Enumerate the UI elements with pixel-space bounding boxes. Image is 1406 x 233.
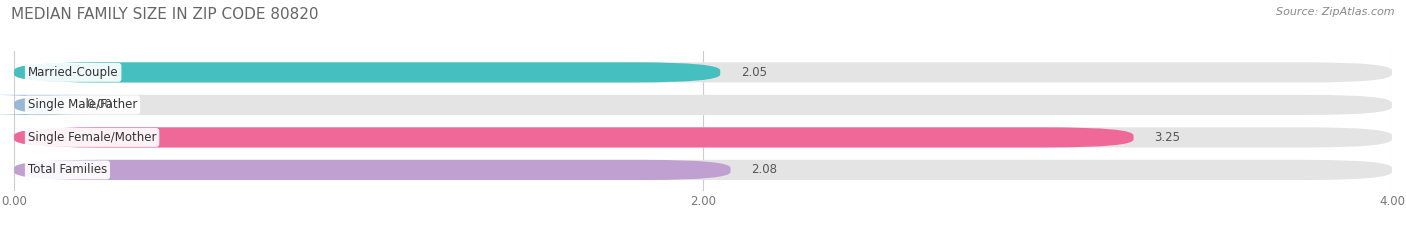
Text: 0.00: 0.00	[86, 98, 112, 111]
Text: Single Female/Mother: Single Female/Mother	[28, 131, 156, 144]
FancyBboxPatch shape	[14, 160, 731, 180]
FancyBboxPatch shape	[14, 62, 720, 82]
Text: Married-Couple: Married-Couple	[28, 66, 118, 79]
Text: 3.25: 3.25	[1154, 131, 1180, 144]
FancyBboxPatch shape	[14, 127, 1392, 147]
Text: Single Male/Father: Single Male/Father	[28, 98, 138, 111]
FancyBboxPatch shape	[14, 127, 1133, 147]
Text: Source: ZipAtlas.com: Source: ZipAtlas.com	[1277, 7, 1395, 17]
Text: Total Families: Total Families	[28, 163, 107, 176]
FancyBboxPatch shape	[0, 95, 100, 115]
Text: MEDIAN FAMILY SIZE IN ZIP CODE 80820: MEDIAN FAMILY SIZE IN ZIP CODE 80820	[11, 7, 319, 22]
FancyBboxPatch shape	[14, 62, 1392, 82]
Text: 2.05: 2.05	[741, 66, 766, 79]
FancyBboxPatch shape	[14, 95, 1392, 115]
Text: 2.08: 2.08	[751, 163, 778, 176]
FancyBboxPatch shape	[14, 160, 1392, 180]
